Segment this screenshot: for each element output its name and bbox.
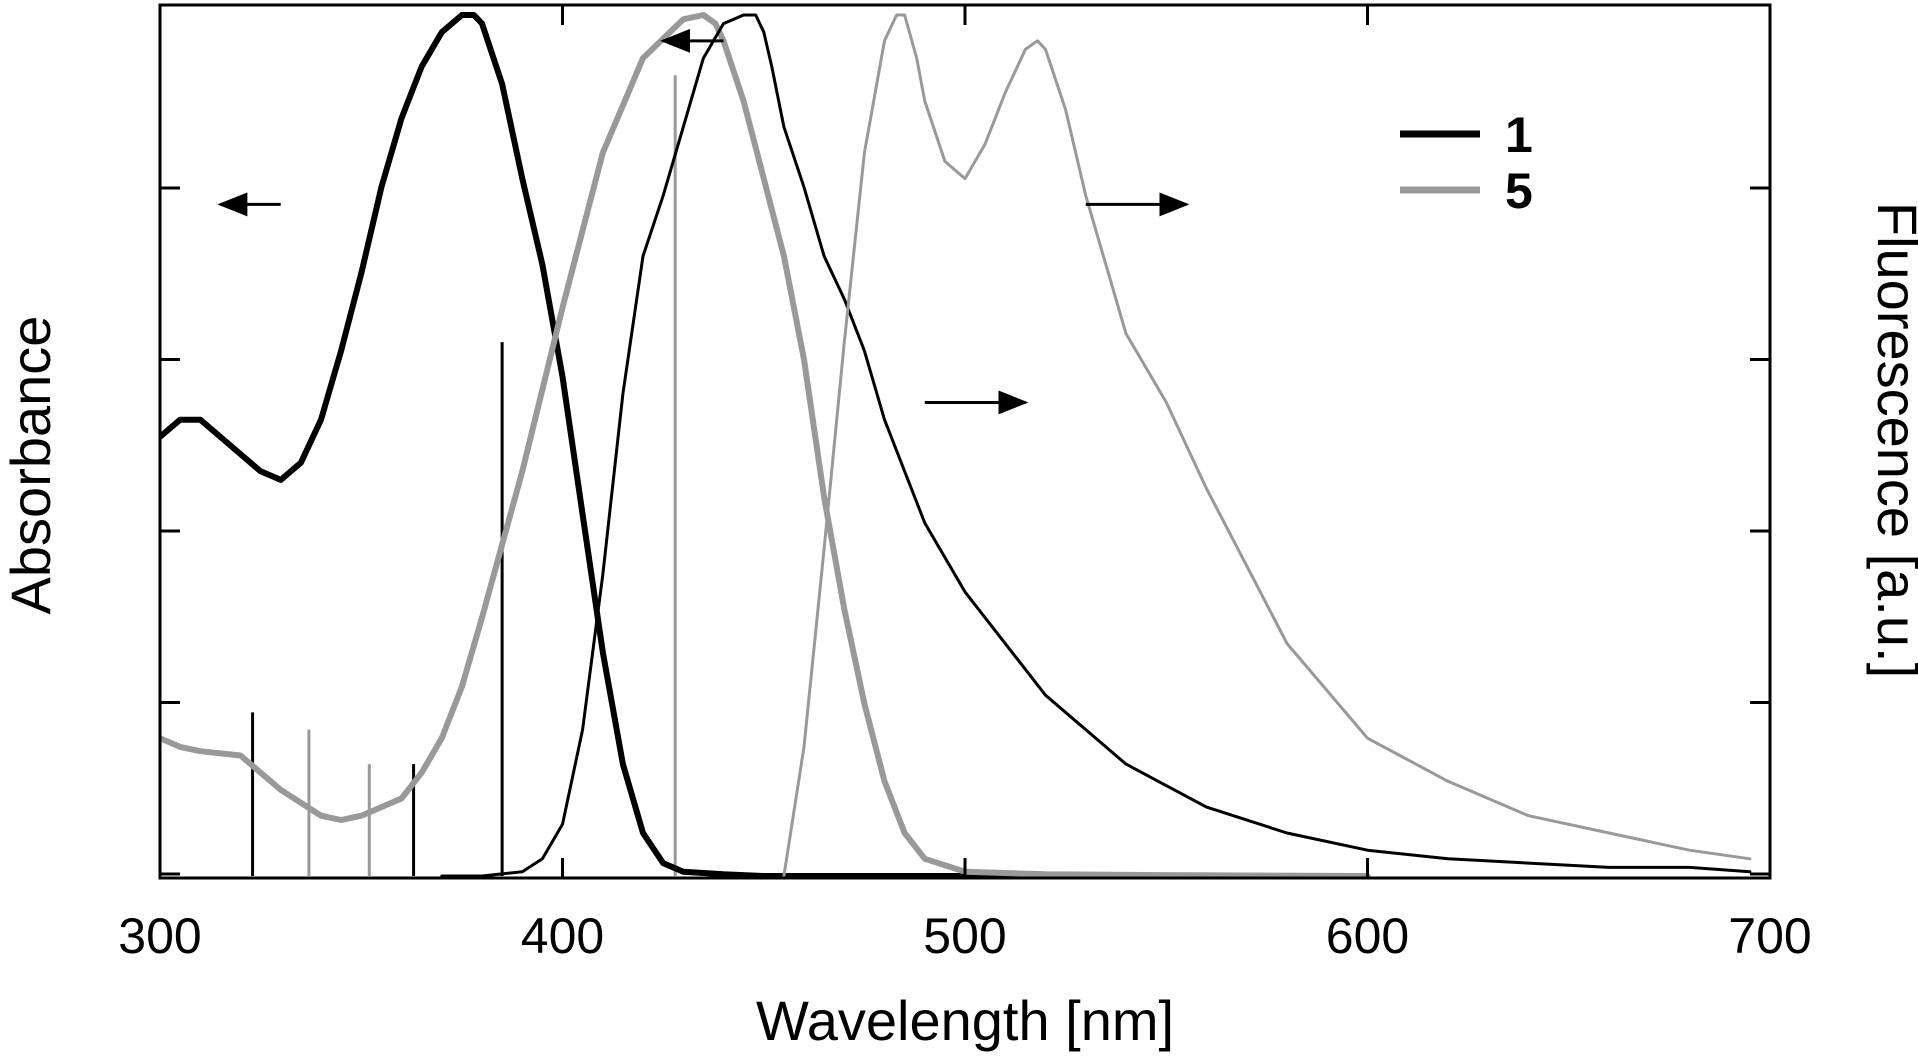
stick-spectra <box>251 75 677 876</box>
legend-label-1: 1 <box>1505 107 1533 163</box>
y-axis-label-right: Fluorescence [a.u.] <box>1866 202 1918 678</box>
x-tick-label: 500 <box>923 908 1006 964</box>
legend: 1 5 <box>1400 107 1533 219</box>
series-1-absorbance <box>160 12 1371 878</box>
x-tick-label: 600 <box>1326 908 1409 964</box>
legend-label-5: 5 <box>1505 163 1533 219</box>
series-5-fluorescence <box>782 13 1752 878</box>
x-axis-label: Wavelength [nm] <box>756 989 1174 1052</box>
x-tick-label: 400 <box>521 908 604 964</box>
x-tick-labels: 300 400 500 600 700 <box>118 908 1811 964</box>
x-tick-label: 300 <box>118 908 201 964</box>
x-tick-label: 700 <box>1728 908 1811 964</box>
series-1-fluorescence <box>440 13 1752 878</box>
axis-arrows <box>217 28 1190 415</box>
axis-ticks <box>158 5 1772 878</box>
spectra-series <box>160 12 1752 878</box>
y-axis-label-left: Absorbance <box>0 316 62 615</box>
